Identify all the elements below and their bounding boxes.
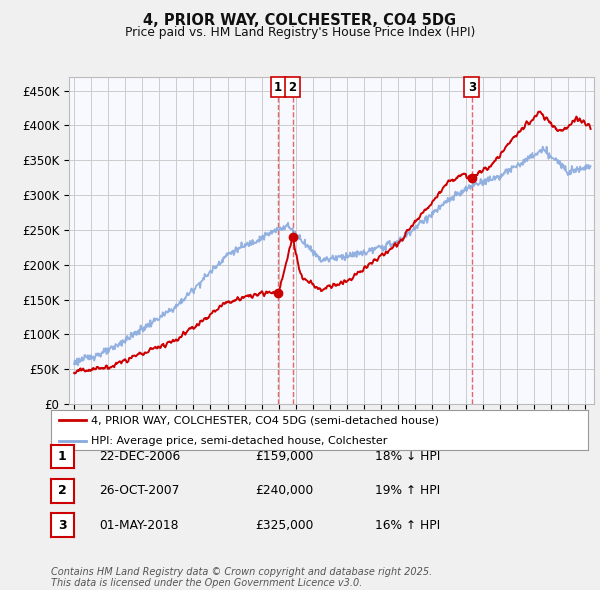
Text: 26-OCT-2007: 26-OCT-2007	[99, 484, 179, 497]
Text: Price paid vs. HM Land Registry's House Price Index (HPI): Price paid vs. HM Land Registry's House …	[125, 26, 475, 39]
Text: 3: 3	[468, 81, 476, 94]
Text: £240,000: £240,000	[255, 484, 313, 497]
Text: £325,000: £325,000	[255, 519, 313, 532]
Text: 19% ↑ HPI: 19% ↑ HPI	[375, 484, 440, 497]
Text: 1: 1	[58, 450, 67, 463]
Text: 3: 3	[58, 519, 67, 532]
Text: 2: 2	[289, 81, 296, 94]
Text: 2: 2	[58, 484, 67, 497]
Text: 4, PRIOR WAY, COLCHESTER, CO4 5DG: 4, PRIOR WAY, COLCHESTER, CO4 5DG	[143, 13, 457, 28]
Text: 22-DEC-2006: 22-DEC-2006	[99, 450, 180, 463]
Text: 01-MAY-2018: 01-MAY-2018	[99, 519, 179, 532]
Text: £159,000: £159,000	[255, 450, 313, 463]
Text: 4, PRIOR WAY, COLCHESTER, CO4 5DG (semi-detached house): 4, PRIOR WAY, COLCHESTER, CO4 5DG (semi-…	[91, 415, 439, 425]
Text: Contains HM Land Registry data © Crown copyright and database right 2025.
This d: Contains HM Land Registry data © Crown c…	[51, 566, 432, 588]
Text: 1: 1	[274, 81, 282, 94]
Text: 16% ↑ HPI: 16% ↑ HPI	[375, 519, 440, 532]
Text: HPI: Average price, semi-detached house, Colchester: HPI: Average price, semi-detached house,…	[91, 435, 388, 445]
Text: 18% ↓ HPI: 18% ↓ HPI	[375, 450, 440, 463]
